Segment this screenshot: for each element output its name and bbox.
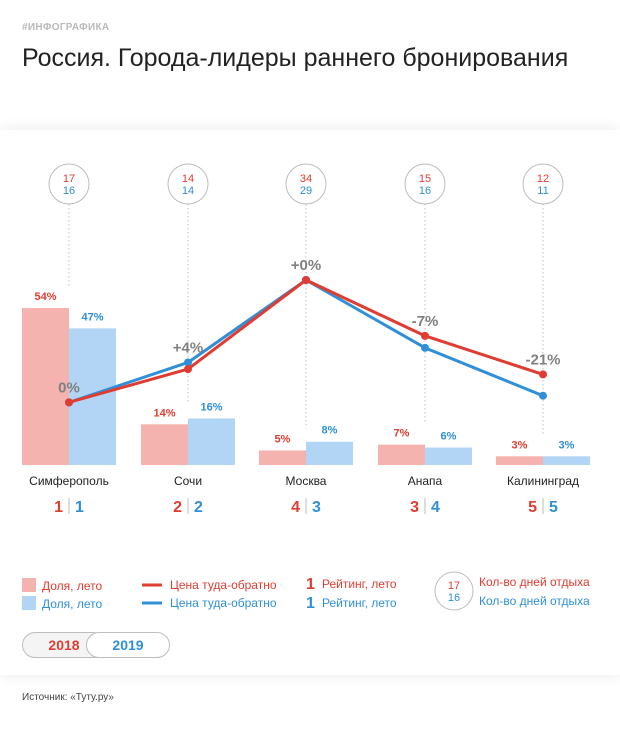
legend-rating-num-2018: 1 [306, 576, 315, 593]
price-point-2019 [539, 391, 547, 400]
page-title: Россия. Города-лидеры раннего бронирован… [22, 44, 569, 72]
days-2018: 15 [419, 173, 431, 185]
legend-days-2019: Кол-во дней отдыха [479, 594, 590, 608]
bar-label-2018: 54% [34, 291, 56, 303]
bar-2018 [496, 456, 543, 465]
category-label: Сочи [174, 474, 202, 488]
price-point-2018 [302, 276, 310, 284]
days-2018: 12 [537, 173, 549, 185]
bar-label-2018: 7% [394, 428, 410, 440]
bar-label-2019: 8% [322, 425, 338, 437]
bar-2019 [543, 456, 590, 465]
rating-2018: 2 [173, 499, 182, 516]
toggle-2019-button[interactable]: 2019 [86, 632, 170, 658]
bar-label-2019: 3% [559, 439, 575, 451]
price-point-2018 [65, 398, 73, 407]
price-change-label: +0% [291, 257, 321, 274]
rating-2019: 3 [312, 499, 321, 516]
legend-days-num-2018: 17 [448, 580, 460, 592]
days-circle [285, 163, 327, 205]
days-2018: 17 [63, 173, 75, 185]
price-change-label: -7% [412, 313, 439, 330]
price-change-label: -21% [525, 351, 560, 368]
rating-2019: 5 [549, 499, 558, 516]
legend-rating-num-2019: 1 [306, 595, 315, 612]
price-change-label: 0% [58, 379, 80, 396]
days-circle [404, 163, 446, 205]
price-change-label: +4% [173, 339, 203, 356]
legend-price-2019: Цена туда-обратно [170, 596, 277, 610]
legend-swatch-share-2019 [22, 596, 36, 610]
bar-2018 [22, 308, 69, 465]
bar-label-2019: 16% [200, 401, 222, 413]
rating-2019: 4 [431, 499, 440, 516]
days-2019: 11 [537, 185, 548, 197]
bar-label-2018: 3% [512, 439, 528, 451]
price-point-2018 [421, 331, 429, 340]
legend-price-2018: Цена туда-обратно [170, 578, 277, 592]
price-point-2019 [184, 358, 192, 367]
category-label: Анапа [408, 474, 443, 488]
days-circle [522, 163, 564, 205]
rating-2018: 1 [54, 499, 63, 516]
source-note: Источник: «Туту.ру» [22, 692, 114, 703]
bar-2018 [378, 444, 425, 465]
bar-label-2019: 6% [441, 431, 457, 443]
rating-2018: 5 [528, 499, 537, 516]
days-circle [167, 163, 209, 205]
days-2018: 14 [182, 173, 194, 185]
rating-2018: 3 [410, 499, 419, 516]
bar-label-2019: 47% [81, 311, 103, 323]
price-point-2018 [184, 365, 192, 374]
legend-rating-2019: Рейтинг, лето [322, 596, 397, 610]
bar-label-2018: 14% [153, 407, 175, 419]
legend-days-2018: Кол-во дней отдыха [479, 575, 590, 589]
days-2019: 14 [182, 185, 194, 197]
days-2019: 16 [63, 185, 75, 197]
days-circle [48, 163, 90, 205]
infographic-tag: #ИНФОГРАФИКА [22, 22, 110, 33]
rating-2019: 1 [75, 499, 84, 516]
days-2019: 16 [419, 185, 431, 197]
bar-label-2018: 5% [275, 433, 291, 445]
legend-swatch-share-2018 [22, 578, 36, 592]
bar-2019 [188, 418, 235, 465]
category-label: Симферополь [29, 474, 109, 488]
legend-days-circle [434, 571, 474, 611]
legend-share-2019: Доля, лето [42, 597, 102, 611]
category-label: Москва [286, 474, 327, 488]
days-2019: 29 [300, 185, 312, 197]
rating-2019: 2 [194, 499, 203, 516]
bar-2019 [306, 441, 353, 465]
legend-rating-2018: Рейтинг, лето [322, 577, 397, 591]
legend-days-num-2019: 16 [448, 592, 460, 604]
bar-2018 [259, 450, 306, 465]
bar-2019 [425, 447, 472, 465]
category-label: Калининград [507, 474, 579, 488]
days-2018: 34 [300, 173, 312, 185]
bar-2018 [141, 424, 188, 465]
price-point-2018 [539, 370, 547, 379]
price-point-2019 [421, 343, 429, 352]
legend-share-2018: Доля, лето [42, 579, 102, 593]
rating-2018: 4 [291, 499, 300, 516]
